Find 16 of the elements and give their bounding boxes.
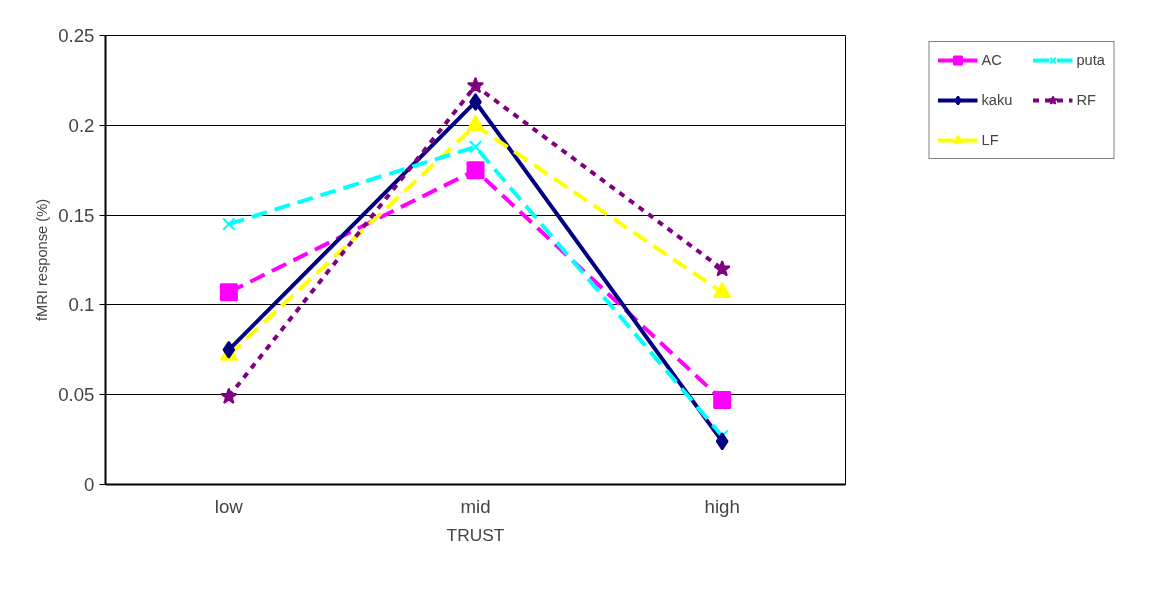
x-tick-label: mid [460,495,491,517]
x-axis-title: TRUST [446,524,505,545]
legend-label: LF [981,132,1000,148]
x-tick-label: low [214,495,244,517]
y-tick-label: 0.1 [68,294,95,316]
legend-label: AC [981,52,1002,68]
y-tick-label: 0 [84,474,95,495]
y-axis-title: fMRI response (%) [34,198,51,322]
legend-label: RF [1076,92,1097,108]
y-tick-label: 0.15 [58,204,95,226]
legend-label: kaku [981,92,1013,108]
legend-label: puta [1076,52,1105,68]
y-tick-label: 0.05 [58,384,95,406]
y-tick-label: 0.2 [68,114,95,136]
y-tick-label: 0.25 [58,25,95,46]
x-tick-label: high [704,495,740,517]
